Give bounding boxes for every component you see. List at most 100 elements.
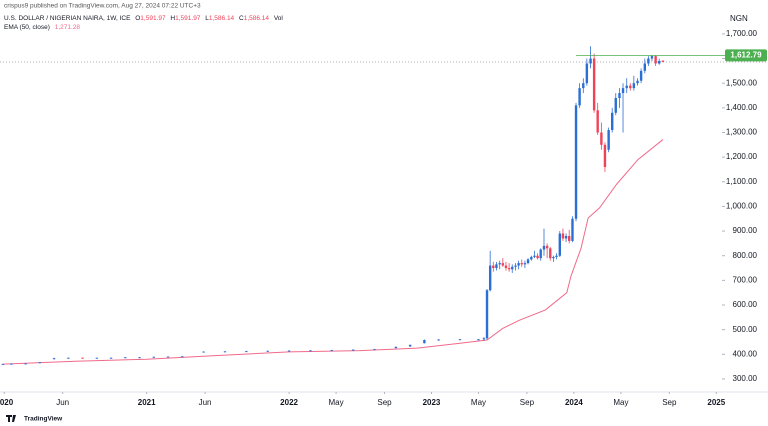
candle-body — [309, 350, 312, 352]
candle-body — [492, 265, 495, 269]
ohlc-key: C — [239, 15, 244, 22]
candle-body — [202, 351, 205, 353]
candle-body — [501, 263, 505, 266]
candle-body — [625, 85, 628, 89]
candle-body — [504, 265, 508, 269]
candle-body — [539, 249, 542, 259]
x-tick-label: May — [471, 398, 486, 407]
candle-body — [488, 265, 492, 291]
x-tick-label: 2022 — [280, 398, 298, 407]
x-tick-label: 2025 — [707, 398, 725, 407]
x-tick-label: Jun — [199, 398, 212, 407]
candle-body — [545, 245, 549, 249]
x-tick-label: 2023 — [423, 398, 441, 407]
y-tick-label: 600.00 — [733, 300, 758, 309]
ema-name: EMA (50, close) — [4, 24, 50, 31]
candle-body — [561, 233, 565, 239]
x-tick-label: May — [329, 398, 344, 407]
y-tick-label: 500.00 — [733, 325, 758, 334]
candle-body — [124, 357, 127, 359]
ohlc-key: O — [135, 15, 140, 22]
x-tick-label: 2020 — [0, 398, 14, 407]
candle-body — [647, 58, 650, 64]
candle-body — [632, 83, 636, 89]
volume-label: Vol — [274, 15, 284, 22]
x-tick-label: Jun — [56, 398, 69, 407]
price-label: 1,612.79 — [730, 51, 762, 60]
candle-body — [621, 88, 625, 94]
y-tick-label: 1,400.00 — [726, 103, 758, 112]
ohlc-value: 1,586.14 — [244, 15, 270, 22]
ohlc-key: H — [170, 15, 175, 22]
candle-body — [526, 259, 530, 264]
candle-body — [498, 263, 501, 265]
candle-body — [589, 58, 592, 64]
candle-body — [373, 349, 376, 351]
candle-body — [661, 60, 665, 62]
x-tick-label: 2024 — [565, 398, 583, 407]
candle-body — [485, 290, 489, 339]
x-tick-label: 2021 — [138, 398, 156, 407]
candle-body — [650, 56, 654, 59]
ema-line — [2, 139, 664, 365]
y-tick-label: 1,500.00 — [726, 78, 758, 87]
currency: NGN — [730, 14, 748, 23]
candle-body — [166, 356, 170, 358]
logo — [6, 415, 16, 422]
y-tick-label: 800.00 — [733, 251, 758, 260]
price-label-box — [725, 49, 767, 62]
y-tick-label: 1,200.00 — [726, 152, 758, 161]
candle-body — [330, 350, 334, 352]
candle-body — [10, 363, 13, 365]
y-tick-label: 1,300.00 — [726, 128, 758, 137]
candle-body — [555, 255, 558, 257]
symbol: U.S. DOLLAR / NIGERIAN NAIRA, 1W, ICE — [4, 15, 131, 22]
candle-body — [52, 358, 56, 360]
candle-body — [536, 255, 539, 259]
x-tick-label: Sep — [377, 398, 392, 407]
candle-body — [611, 112, 614, 131]
candle-body — [629, 85, 632, 89]
candle-body — [482, 338, 486, 340]
candle-body — [614, 97, 617, 113]
candle-body — [657, 61, 661, 64]
candle-body — [603, 144, 607, 167]
ohlc-value: 1,591.97 — [140, 15, 166, 22]
candle-body — [477, 339, 480, 341]
publisher: crispus9 published on TradingView.com, A… — [4, 3, 201, 10]
candle-body — [351, 349, 355, 351]
candle-body — [520, 263, 523, 265]
candle-body — [618, 93, 621, 98]
candle-body — [223, 351, 227, 353]
y-tick-label: 1,100.00 — [726, 177, 758, 186]
ohlc-value: 1,591.97 — [175, 15, 201, 22]
candle-body — [245, 351, 248, 353]
y-tick-label: 700.00 — [733, 275, 758, 284]
candle-body — [636, 80, 639, 84]
candle-body — [517, 263, 520, 266]
candle-body — [530, 256, 533, 260]
candle-body — [639, 70, 643, 81]
candle-body — [458, 339, 462, 341]
x-tick-label: May — [613, 398, 628, 407]
candle-body — [95, 357, 99, 359]
x-tick-label: Sep — [662, 398, 677, 407]
candle-body — [152, 356, 155, 358]
x-tick-label: Sep — [520, 398, 535, 407]
candle-body — [582, 83, 585, 89]
candle-body — [138, 357, 141, 359]
candle-body — [654, 56, 657, 64]
ema-legend: EMA (50, close) 1,271.28 — [4, 24, 80, 31]
candle-body — [571, 218, 574, 241]
candle-body — [596, 110, 599, 133]
candle-body — [24, 363, 27, 365]
candle-body — [38, 362, 42, 364]
candle-body — [643, 63, 647, 71]
ema-value: 1,271.28 — [55, 24, 81, 31]
candle-body — [1, 363, 5, 365]
legend: U.S. DOLLAR / NIGERIAN NAIRA, 1W, ICE O1… — [4, 15, 283, 22]
candle-body — [437, 339, 440, 341]
candle-body — [67, 357, 70, 359]
